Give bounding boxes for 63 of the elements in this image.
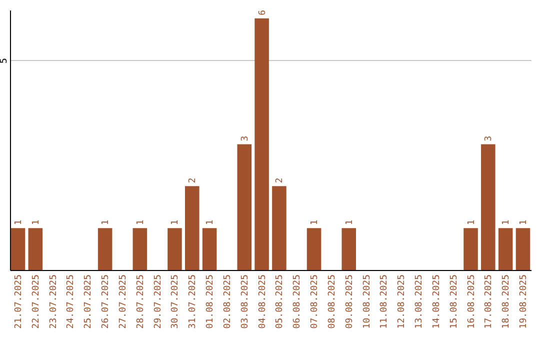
bar — [202, 228, 217, 270]
x-tick-label: 12.08.2025 — [397, 274, 408, 329]
x-tick-label: 25.07.2025 — [84, 274, 94, 329]
data-label: 3 — [484, 136, 494, 142]
x-tick-label: 26.07.2025 — [101, 274, 112, 329]
x-tick-label: 02.08.2025 — [222, 274, 233, 329]
x-tick-label: 04.08.2025 — [258, 274, 268, 329]
data-label: 1 — [170, 220, 181, 226]
x-tick-label: 09.08.2025 — [344, 274, 355, 329]
data-label: 1 — [344, 220, 355, 226]
data-label: 1 — [101, 220, 112, 226]
bar — [516, 228, 530, 270]
data-label: 6 — [258, 10, 268, 16]
x-tick-label: 19.08.2025 — [518, 274, 529, 329]
x-tick-label: 18.08.2025 — [502, 274, 512, 329]
x-tick-label: 27.07.2025 — [118, 274, 128, 329]
data-label: 1 — [518, 220, 529, 226]
x-tick-label: 30.07.2025 — [170, 274, 181, 329]
data-label: 1 — [14, 220, 24, 226]
data-label: 1 — [31, 220, 42, 226]
x-tick-label: 14.08.2025 — [432, 274, 442, 329]
data-label: 1 — [466, 220, 477, 226]
data-label: 1 — [206, 220, 216, 226]
bar — [306, 228, 322, 270]
bar — [342, 228, 356, 270]
x-tick-label: 01.08.2025 — [206, 274, 216, 329]
y-tick-label: 5 — [0, 58, 10, 64]
data-label: 1 — [502, 220, 512, 226]
data-label: 1 — [310, 220, 320, 226]
bar — [10, 228, 26, 270]
x-tick-label: 07.08.2025 — [310, 274, 320, 329]
data-label: 1 — [136, 220, 146, 226]
bar — [132, 228, 148, 270]
bar — [237, 144, 252, 270]
x-tick-label: 08.08.2025 — [327, 274, 338, 329]
x-tick-label: 17.08.2025 — [484, 274, 494, 329]
data-label: 2 — [188, 178, 198, 184]
data-label: 2 — [275, 178, 286, 184]
bar — [254, 18, 269, 270]
bar — [481, 144, 496, 270]
x-tick-label: 24.07.2025 — [66, 274, 76, 329]
x-tick-label: 13.08.2025 — [414, 274, 425, 329]
x-tick-label: 31.07.2025 — [188, 274, 198, 329]
data-label: 3 — [240, 136, 250, 142]
x-tick-label: 10.08.2025 — [362, 274, 372, 329]
bar — [185, 186, 200, 270]
bar — [498, 228, 513, 270]
x-tick-label: 23.07.2025 — [48, 274, 59, 329]
x-tick-label: 15.08.2025 — [449, 274, 460, 329]
bar — [168, 228, 182, 270]
x-tick-label: 03.08.2025 — [240, 274, 250, 329]
x-tick-label: 16.08.2025 — [466, 274, 477, 329]
x-tick-label: 11.08.2025 — [380, 274, 390, 329]
x-tick-label: 28.07.2025 — [136, 274, 146, 329]
x-tick-label: 21.07.2025 — [14, 274, 24, 329]
bar — [272, 186, 286, 270]
x-tick-label: 05.08.2025 — [275, 274, 286, 329]
bar — [98, 228, 112, 270]
bar — [464, 228, 478, 270]
x-tick-label: 29.07.2025 — [153, 274, 164, 329]
bar — [28, 228, 43, 270]
x-tick-label: 06.08.2025 — [292, 274, 303, 329]
x-tick-label: 22.07.2025 — [31, 274, 42, 329]
